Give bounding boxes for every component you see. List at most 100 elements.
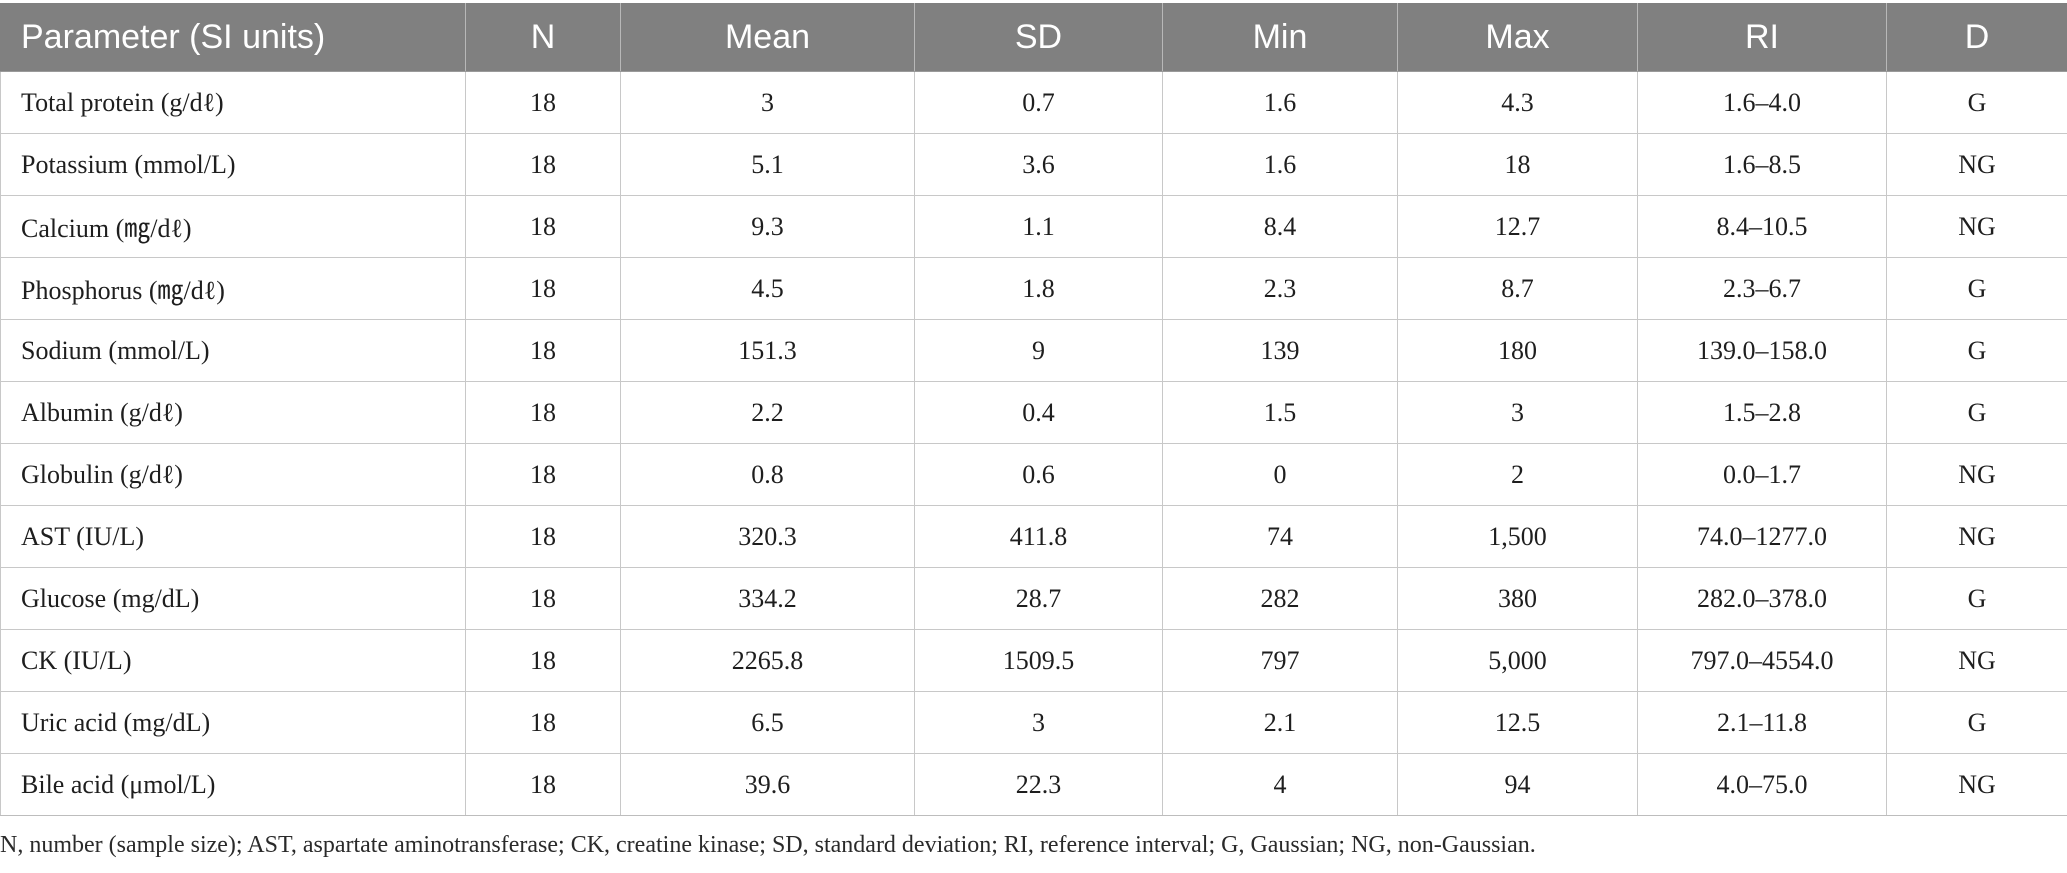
cell-sd: 3.6 [914,133,1163,196]
cell-d: G [1886,567,2067,630]
cell-d: G [1886,257,2067,320]
cell-mean: 151.3 [620,319,915,382]
header-parameter: Parameter (SI units) [0,3,466,72]
cell-n: 18 [465,629,621,692]
cell-n: 18 [465,505,621,568]
cell-mean: 2.2 [620,381,915,444]
cell-n: 18 [465,319,621,382]
cell-sd: 0.4 [914,381,1163,444]
cell-max: 8.7 [1397,257,1638,320]
table-row: AST (IU/L) 18 320.3 411.8 74 1,500 74.0–1277.0… [0,505,2067,568]
cell-sd: 3 [914,691,1163,754]
cell-ri: 2.1–11.8 [1637,691,1887,754]
cell-max: 380 [1397,567,1638,630]
cell-n: 18 [465,691,621,754]
cell-parameter: Uric acid (mg/dL) [0,691,466,754]
cell-d: NG [1886,629,2067,692]
cell-n: 18 [465,443,621,506]
header-sd: SD [914,3,1163,72]
cell-max: 180 [1397,319,1638,382]
cell-d: NG [1886,753,2067,816]
cell-mean: 2265.8 [620,629,915,692]
cell-sd: 22.3 [914,753,1163,816]
cell-min: 1.6 [1162,133,1398,196]
cell-parameter: Sodium (mmol/L) [0,319,466,382]
cell-min: 2.3 [1162,257,1398,320]
cell-ri: 1.5–2.8 [1637,381,1887,444]
cell-max: 12.5 [1397,691,1638,754]
cell-min: 8.4 [1162,195,1398,258]
cell-sd: 28.7 [914,567,1163,630]
header-max: Max [1397,3,1638,72]
cell-n: 18 [465,257,621,320]
cell-sd: 411.8 [914,505,1163,568]
cell-max: 5,000 [1397,629,1638,692]
table-row: Bile acid (μmol/L) 18 39.6 22.3 4 94 4.0–75.0 N… [0,753,2067,816]
header-n: N [465,3,621,72]
table-row: Calcium (㎎/dℓ) 18 9.3 1.1 8.4 12.7 8.4–10.5 NG [0,195,2067,258]
header-min: Min [1162,3,1398,72]
cell-min: 797 [1162,629,1398,692]
cell-min: 74 [1162,505,1398,568]
cell-min: 0 [1162,443,1398,506]
table-row: Sodium (mmol/L) 18 151.3 9 139 180 139.0–158.0… [0,319,2067,382]
cell-max: 94 [1397,753,1638,816]
reference-interval-table: Parameter (SI units) N Mean SD Min Max R… [0,3,2067,816]
cell-d: NG [1886,443,2067,506]
cell-d: G [1886,381,2067,444]
cell-min: 1.5 [1162,381,1398,444]
cell-d: NG [1886,195,2067,258]
cell-ri: 797.0–4554.0 [1637,629,1887,692]
cell-mean: 3 [620,71,915,134]
cell-parameter: Potassium (mmol/L) [0,133,466,196]
cell-min: 4 [1162,753,1398,816]
cell-mean: 4.5 [620,257,915,320]
cell-ri: 139.0–158.0 [1637,319,1887,382]
cell-parameter: Bile acid (μmol/L) [0,753,466,816]
cell-mean: 6.5 [620,691,915,754]
cell-max: 1,500 [1397,505,1638,568]
table-row: Phosphorus (㎎/dℓ) 18 4.5 1.8 2.3 8.7 2.3–6.7 G [0,257,2067,320]
cell-max: 12.7 [1397,195,1638,258]
cell-min: 139 [1162,319,1398,382]
cell-parameter: Calcium (㎎/dℓ) [0,195,466,258]
cell-n: 18 [465,753,621,816]
header-d: D [1886,3,2067,72]
cell-sd: 1.1 [914,195,1163,258]
cell-ri: 282.0–378.0 [1637,567,1887,630]
table-container: Parameter (SI units) N Mean SD Min Max R… [0,3,2067,816]
cell-sd: 0.7 [914,71,1163,134]
cell-n: 18 [465,133,621,196]
header-ri: RI [1637,3,1887,72]
cell-mean: 5.1 [620,133,915,196]
cell-ri: 4.0–75.0 [1637,753,1887,816]
cell-d: G [1886,691,2067,754]
cell-n: 18 [465,381,621,444]
cell-min: 2.1 [1162,691,1398,754]
cell-d: G [1886,319,2067,382]
cell-ri: 1.6–8.5 [1637,133,1887,196]
cell-d: G [1886,71,2067,134]
cell-ri: 8.4–10.5 [1637,195,1887,258]
cell-parameter: Total protein (g/dℓ) [0,71,466,134]
cell-n: 18 [465,567,621,630]
cell-max: 18 [1397,133,1638,196]
cell-max: 3 [1397,381,1638,444]
cell-sd: 9 [914,319,1163,382]
table-row: Total protein (g/dℓ) 18 3 0.7 1.6 4.3 1.6–4.0 G [0,71,2067,134]
cell-parameter: CK (IU/L) [0,629,466,692]
cell-mean: 320.3 [620,505,915,568]
cell-n: 18 [465,195,621,258]
cell-ri: 74.0–1277.0 [1637,505,1887,568]
header-row: Parameter (SI units) N Mean SD Min Max R… [0,3,2067,72]
cell-max: 2 [1397,443,1638,506]
cell-d: NG [1886,505,2067,568]
table-row: Uric acid (mg/dL) 18 6.5 3 2.1 12.5 2.1–11.8 G [0,691,2067,754]
cell-parameter: Globulin (g/dℓ) [0,443,466,506]
table-body: Total protein (g/dℓ) 18 3 0.7 1.6 4.3 1.6–4.0 G… [0,71,2067,816]
header-mean: Mean [620,3,915,72]
table-footnote: N, number (sample size); AST, aspartate … [0,832,1536,858]
table-row: Albumin (g/dℓ) 18 2.2 0.4 1.5 3 1.5–2.8 G [0,381,2067,444]
table-row: Potassium (mmol/L) 18 5.1 3.6 1.6 18 1.6–8.5 NG [0,133,2067,196]
cell-ri: 0.0–1.7 [1637,443,1887,506]
